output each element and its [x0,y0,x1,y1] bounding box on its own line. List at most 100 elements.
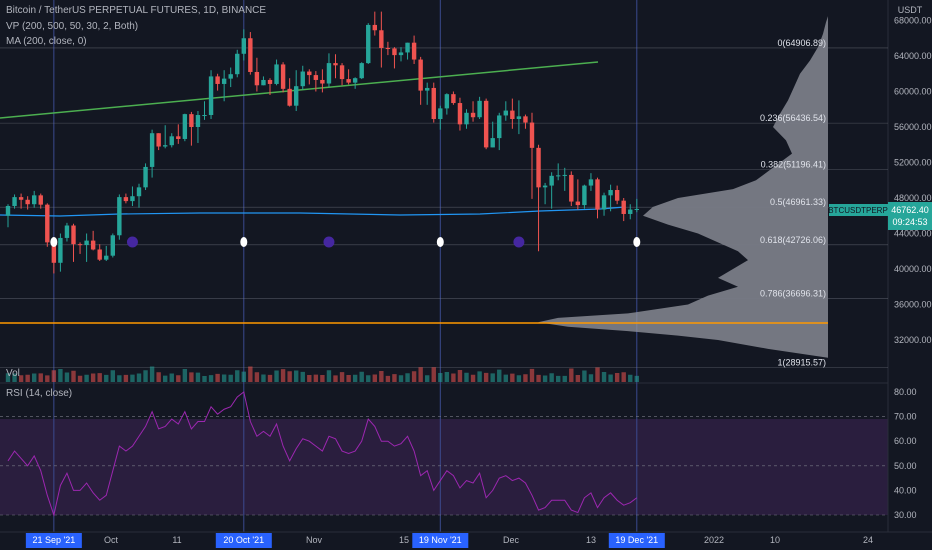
candle-body[interactable] [248,38,253,72]
candle-body[interactable] [346,79,351,83]
candle-body[interactable] [123,197,129,202]
candle-body[interactable] [307,71,312,76]
date-marker-label[interactable]: 20 Oct '21 [223,535,264,545]
candle-body[interactable] [418,59,423,91]
candle-body[interactable] [529,122,535,148]
candle-body[interactable] [235,53,240,75]
candle-body[interactable] [352,78,358,83]
candle-body[interactable] [405,42,410,53]
candle-body[interactable] [97,249,102,260]
candle-body[interactable] [634,208,639,210]
candle-body[interactable] [516,116,522,120]
candle-body[interactable] [562,174,567,176]
candle-body[interactable] [582,185,587,206]
candle-body[interactable] [320,79,325,84]
candle-body[interactable] [90,240,96,250]
candle-body[interactable] [300,71,305,87]
candle-body[interactable] [536,147,541,188]
candle-body[interactable] [490,138,495,148]
candle-body[interactable] [549,175,554,186]
candle-body[interactable] [228,74,233,79]
candle-body[interactable] [497,115,502,139]
candle-body[interactable] [156,133,161,147]
candle-body[interactable] [274,64,279,84]
candle-body[interactable] [71,225,76,245]
candle-body[interactable] [176,136,181,139]
symbol-badge[interactable]: BTCUSDTPERP [828,206,888,215]
candle-body[interactable] [117,197,122,236]
candle-body[interactable] [287,88,292,106]
candle-body[interactable] [628,209,633,214]
candle-body[interactable] [254,71,260,86]
candle-body[interactable] [359,63,364,79]
candle-body[interactable] [189,114,194,127]
volume-profile-legend[interactable]: VP (200, 500, 50, 30, 2, Both) [6,21,139,32]
candle-body[interactable] [64,225,70,238]
candle-body[interactable] [333,63,338,66]
candle-body[interactable] [483,100,489,148]
candle-body[interactable] [457,103,463,125]
date-marker-label[interactable]: 21 Sep '21 [32,535,75,545]
candle-body[interactable] [477,100,482,118]
candle-body[interactable] [431,87,436,120]
candle-body[interactable] [438,108,443,120]
candle-body[interactable] [339,65,345,80]
candle-body[interactable] [621,200,626,214]
candle-body[interactable] [503,110,508,116]
candle-body[interactable] [510,110,515,120]
candle-body[interactable] [18,197,24,200]
candle-body[interactable] [58,237,63,263]
date-marker-label[interactable]: 19 Nov '21 [419,535,462,545]
candle-body[interactable] [425,87,430,91]
candle-body[interactable] [392,48,397,56]
candle-body[interactable] [51,242,57,263]
candle-body[interactable] [221,78,227,84]
candle-body[interactable] [38,195,43,205]
symbol-legend[interactable]: Bitcoin / TetherUS PERPETUAL FUTURES, 1D… [6,5,267,16]
volume-legend[interactable]: Vol [6,368,20,379]
candle-body[interactable] [143,166,148,188]
candle-body[interactable] [398,52,404,56]
candle-body[interactable] [313,75,319,80]
candle-body[interactable] [366,24,371,64]
candle-body[interactable] [110,235,115,256]
candle-body[interactable] [451,94,456,104]
candle-body[interactable] [569,174,574,202]
candle-body[interactable] [32,195,37,205]
candle-body[interactable] [12,197,17,206]
candle-body[interactable] [182,114,188,139]
candle-body[interactable] [444,94,450,109]
candle-body[interactable] [267,79,273,84]
rsi-legend[interactable]: RSI (14, close) [6,388,73,399]
candle-body[interactable] [280,64,286,89]
candle-body[interactable] [104,255,109,260]
moving-average-legend[interactable]: MA (200, close, 0) [6,36,87,47]
candle-body[interactable] [385,48,391,50]
candle-body[interactable] [464,112,469,125]
candle-body[interactable] [411,42,417,60]
candle-body[interactable] [294,86,299,106]
date-marker-label[interactable]: 19 Dec '21 [615,535,658,545]
candle-body[interactable] [608,190,613,196]
candle-body[interactable] [523,116,528,123]
candle-body[interactable] [326,63,332,84]
candle-body[interactable] [77,244,83,246]
candle-body[interactable] [208,76,214,116]
candle-body[interactable] [379,30,384,49]
trend-line[interactable] [0,61,599,119]
candle-body[interactable] [470,112,476,118]
candle-body[interactable] [136,187,142,197]
candle-body[interactable] [595,179,600,210]
candle-body[interactable] [149,133,155,167]
candle-body[interactable] [614,190,620,201]
candle-body[interactable] [261,79,266,86]
candle-body[interactable] [588,179,594,186]
candle-body[interactable] [542,185,548,188]
candle-body[interactable] [163,145,168,147]
candle-body[interactable] [241,38,246,54]
candle-body[interactable] [601,195,607,210]
candle-body[interactable] [5,205,11,216]
candle-body[interactable] [84,240,89,246]
candle-body[interactable] [169,136,174,146]
candle-body[interactable] [215,76,220,84]
